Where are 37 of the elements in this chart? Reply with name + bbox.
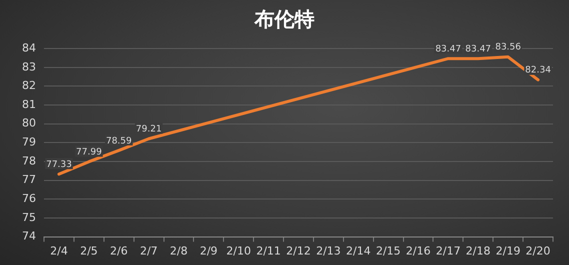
x-tick-label: 2/7 [140,244,158,258]
x-tick-label: 2/10 [226,244,251,258]
x-tick-label: 2/12 [286,244,311,258]
y-tick-label: 84 [22,41,36,54]
x-tick-label: 2/18 [466,244,490,258]
y-tick-label: 82 [22,79,36,92]
data-label: 77.33 [46,160,72,170]
x-tick-label: 2/14 [346,244,371,258]
y-tick-label: 79 [22,136,36,149]
y-tick-label: 75 [22,210,36,224]
x-tick-label: 2/16 [406,244,431,258]
y-tick-label: 76 [22,192,36,206]
data-label: 79.21 [136,124,162,135]
data-label: 82.34 [525,66,552,76]
y-tick-label: 77 [22,173,36,186]
x-tick-label: 2/20 [526,244,550,258]
y-tick-label: 78 [22,154,36,168]
data-label: 83.47 [465,44,492,54]
x-tick-label: 2/6 [110,244,128,258]
x-tick-label: 2/5 [80,244,98,258]
x-tick-label: 2/17 [436,244,461,258]
x-tick-label: 2/15 [376,244,401,258]
data-label: 77.99 [76,148,102,158]
x-tick-label: 2/4 [50,244,68,258]
data-label: 78.59 [106,136,132,146]
x-tick-label: 2/11 [256,244,281,258]
x-tick-label: 2/13 [316,244,341,258]
data-label: 83.47 [435,44,462,54]
y-tick-label: 83 [22,60,36,74]
y-tick-label: 74 [22,230,36,243]
y-tick-label: 81 [22,98,36,111]
chart-title: 布伦特 [253,6,316,33]
x-tick-label: 2/9 [200,244,218,258]
x-tick-label: 2/19 [496,244,520,258]
x-tick-label: 2/8 [170,244,188,258]
y-tick-label: 80 [22,116,36,130]
data-label: 83.56 [495,42,522,53]
